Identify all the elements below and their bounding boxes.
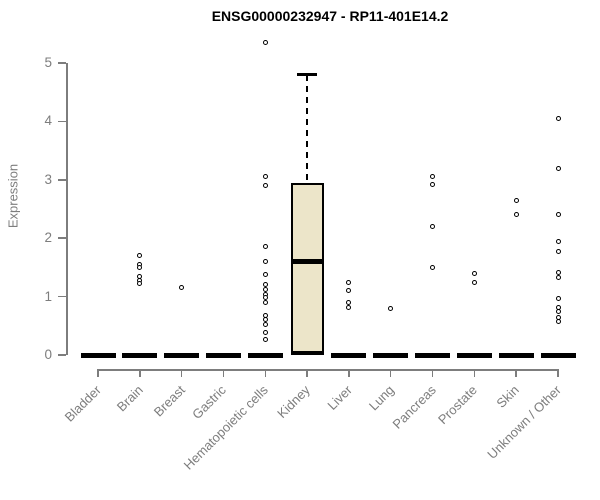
collapsed-box-bar [164,352,200,358]
outlier-point [262,183,268,189]
x-axis-tick [222,369,225,377]
outlier-point [262,295,268,301]
outlier-point [555,318,561,324]
collapsed-box-bar [540,352,576,358]
outlier-point [262,282,268,288]
y-axis-tick [58,295,66,298]
outlier-point [262,271,268,277]
y-tick-label: 3 [44,171,52,187]
y-axis-tick [58,354,66,356]
outlier-point [262,337,268,343]
y-axis-line [66,63,68,355]
box [290,182,324,355]
outlier-point [430,174,436,180]
x-axis-tick [389,369,392,377]
outlier-point [388,305,394,311]
outlier-point [430,181,436,187]
x-axis-tick [139,369,141,377]
y-tick-label: 1 [44,288,52,304]
outlier-point [262,317,268,323]
collapsed-box-bar [331,352,367,358]
outlier-point [346,288,352,294]
outlier-point [346,304,352,310]
y-axis-tick [58,62,66,64]
collapsed-box-bar [456,352,492,358]
x-axis-tick [431,369,434,377]
outlier-point [555,274,561,280]
collapsed-box-bar [247,352,283,358]
outlier-point [262,299,268,305]
outlier-point [262,330,268,336]
whisker-line [306,74,309,183]
outlier-point [262,312,268,318]
outlier-point [513,212,519,218]
y-tick-label: 0 [44,347,52,362]
whisker-cap [297,73,318,77]
outlier-point [137,264,143,270]
y-tick-label: 5 [44,55,52,70]
collapsed-box-bar [498,352,534,358]
outlier-point [262,244,268,250]
outlier-point [179,285,185,291]
outlier-point [137,281,143,287]
y-axis-tick [58,120,66,123]
outlier-point [513,197,519,203]
outlier-point [262,40,268,46]
x-axis-tick [306,369,308,377]
outlier-point [346,299,352,305]
outlier-point [471,270,477,276]
outlier-point [555,295,561,301]
outlier-point [262,322,268,328]
x-axis-tick [97,369,99,377]
median-line [290,259,324,265]
x-axis-tick [348,369,350,377]
outlier-point [471,279,477,285]
outlier-point [262,174,268,180]
collapsed-box-bar [122,352,158,358]
y-tick-label: 4 [44,113,52,129]
outlier-point [555,165,561,171]
outlier-point [555,248,561,254]
outlier-point [262,287,268,293]
y-tick-label: 2 [44,230,52,246]
outlier-point [555,269,561,275]
outlier-point [555,212,561,218]
outlier-point [346,279,352,285]
outlier-point [262,259,268,265]
x-axis-tick [515,369,517,377]
outlier-point [430,264,436,270]
collapsed-box-bar [80,352,116,358]
x-axis-tick [264,369,267,377]
x-axis-tick [473,369,476,377]
outlier-point [555,238,561,244]
chart-title: ENSG00000232947 - RP11-401E14.2 [211,8,449,24]
collapsed-box-bar [205,352,241,358]
x-axis-line [98,369,559,371]
collapsed-box-bar [415,352,451,358]
outlier-point [555,115,561,121]
outlier-point [430,224,436,230]
outlier-point [137,253,143,259]
y-axis-tick [58,237,66,239]
x-axis-tick [180,369,183,377]
collapsed-box-bar [373,352,409,358]
y-axis-tick [58,179,66,181]
outlier-point [555,308,561,314]
x-axis-tick [557,369,559,377]
